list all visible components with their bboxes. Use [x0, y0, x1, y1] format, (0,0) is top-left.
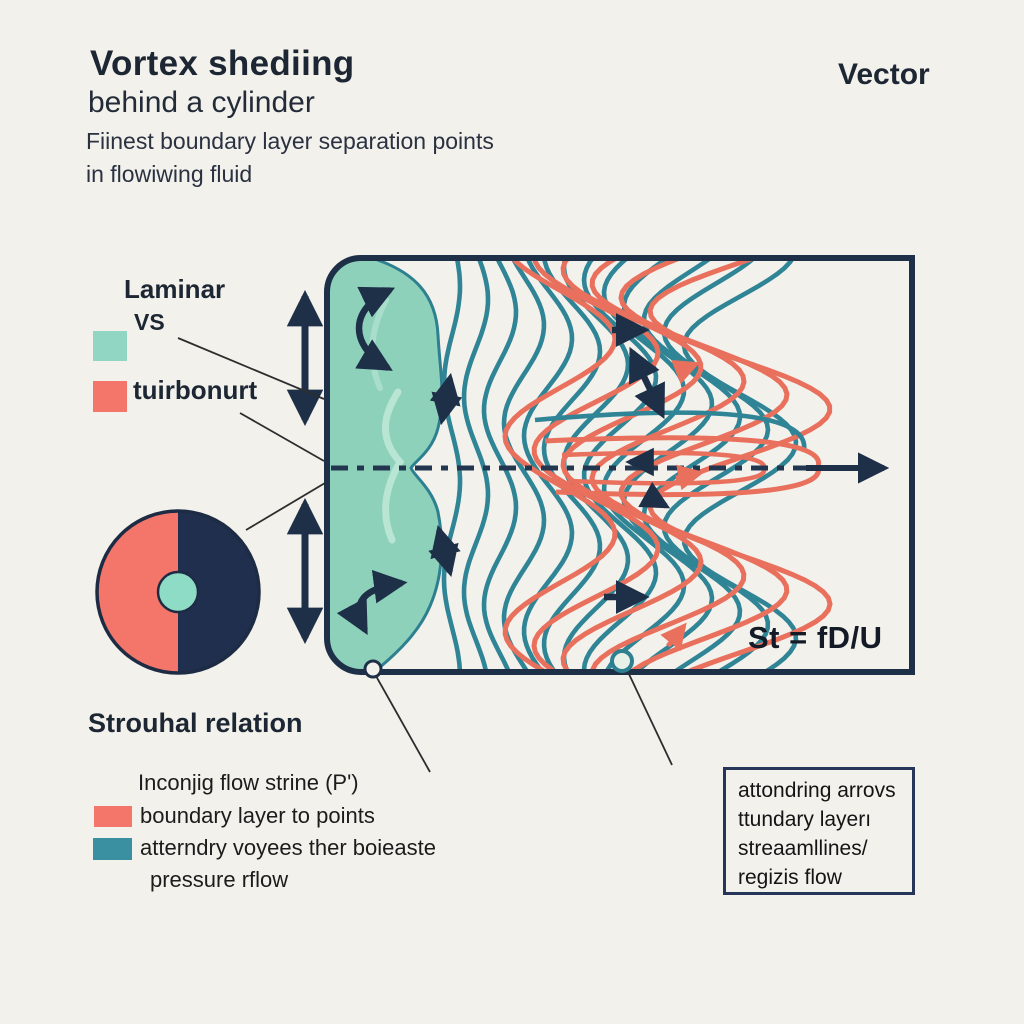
teal-streamline: [501, 258, 547, 672]
pie-left-half: [97, 511, 178, 673]
wake-arrow-downright: [638, 481, 671, 509]
strouhal-formula: St = fD/U: [748, 620, 883, 655]
teal-streamline: [521, 258, 575, 672]
boundary-layer-swatch: [94, 806, 132, 827]
flow-domain-border: [324, 255, 915, 675]
leader-shed-vortex: [627, 671, 673, 766]
laminar-color-swatch: [93, 331, 127, 361]
corner-label: Vector: [838, 58, 930, 91]
annotation-line-4: regizis flow: [738, 866, 842, 889]
page-subtitle: behind a cylinder: [88, 86, 315, 119]
coral-arrow-top: [671, 359, 701, 385]
region-inner-curve: [382, 388, 405, 544]
leader-separation-point: [375, 675, 431, 773]
pie-right-half: [178, 511, 259, 673]
streamline-swatch: [93, 838, 132, 860]
annotation-box: attondring arrovs ttundary layerı streaa…: [723, 767, 915, 895]
page-title: Vortex shediing: [90, 44, 355, 83]
leader-vs-to-box: [177, 337, 325, 400]
annotation-line-3: streaamllines/: [738, 837, 868, 860]
wake-arrow-diagonal: [629, 346, 665, 420]
recirculation-arrow-upper: [355, 286, 396, 371]
leader-box-to-pie: [245, 482, 326, 531]
coral-arrow-mid: [675, 464, 705, 491]
legend-label-turbulent: tuirbonurt: [133, 375, 258, 405]
recirculation-arrow-lower: [336, 569, 408, 635]
oscillation-arrow-lower: [428, 524, 461, 578]
pie-outline: [95, 509, 261, 675]
annotation-line-1: attondring arrovs: [738, 779, 896, 802]
separation-point-marker: [363, 659, 383, 679]
coral-arrow-bottom: [660, 622, 687, 652]
legend-label-vs: VS: [134, 309, 165, 335]
bottom-legend-line-1: Inconjig flow strine (P'): [138, 770, 359, 795]
turbulent-color-swatch: [93, 381, 127, 412]
separation-region: [327, 258, 444, 672]
shed-vortex-marker: [610, 649, 634, 673]
bottom-legend-line-2: boundary layer to points: [140, 803, 375, 828]
teal-vortex-loop: [534, 410, 807, 451]
leader-turb-to-box: [239, 412, 325, 462]
oscillation-arrow-upper: [429, 372, 463, 426]
cylinder-pie-marker: [95, 509, 261, 675]
bottom-legend-line-3: atterndry voyees ther boieaste: [140, 835, 436, 860]
pie-center-dot: [156, 570, 200, 614]
legend-label-laminar: Laminar: [124, 274, 226, 304]
bottom-legend-line-4: pressure rflow: [150, 867, 289, 892]
annotation-line-2: ttundary layerı: [738, 808, 872, 831]
caption-line-2: in flowiwing fluid: [86, 161, 253, 187]
caption-line-1: Fiinest boundary layer separation points: [86, 128, 494, 154]
section-heading: Strouhal relation: [88, 708, 303, 738]
